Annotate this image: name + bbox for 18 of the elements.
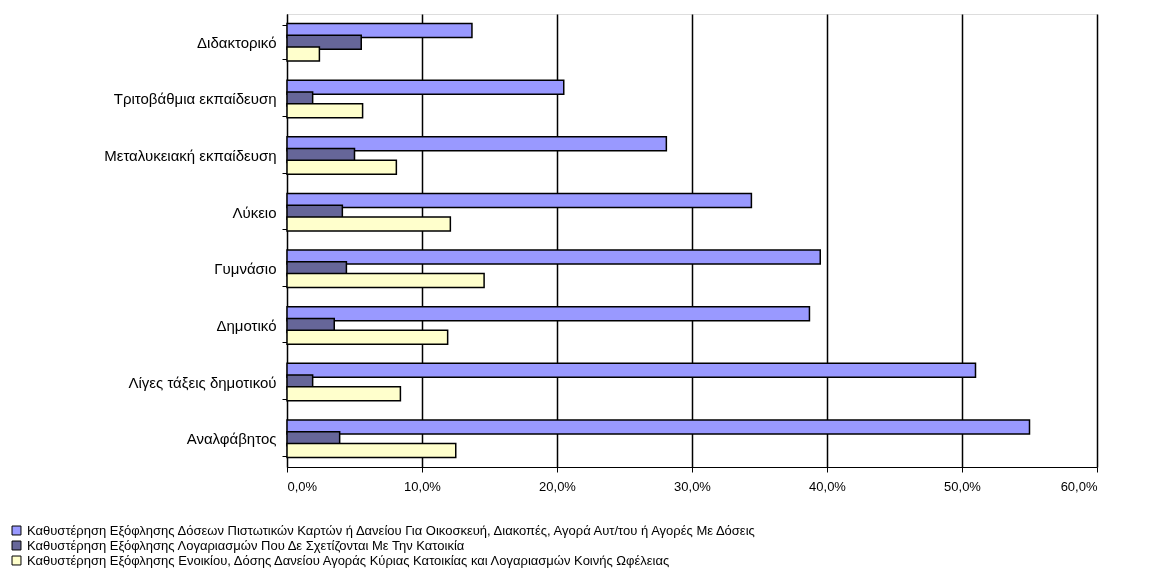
legend-label: Καθυστέρηση Εξόφλησης Ενοικίου, Δόσης Δανείου Αγοράς Κύριας Κατοικίας και Λογαριασμών Κοινής Ωφέλειας: [27, 552, 670, 568]
legend-label: Καθυστέρηση Εξόφλησης Δόσεων Πιστωτικών Καρτών ή Δανείου Για Οικοσκευή, Διακοπές, Αγορά Αυτ/του ή Αγορές Με Δόσεις: [27, 522, 755, 538]
x-tick-label: 30,0%: [674, 478, 712, 494]
x-tick-label: 20,0%: [539, 478, 577, 494]
x-tick-label: 50,0%: [944, 478, 982, 494]
y-tick-label: Λύκειο: [232, 203, 277, 221]
x-tick-label: 10,0%: [404, 478, 442, 494]
y-tick-label: Αναλφάβητος: [186, 430, 277, 448]
legend-label: Καθυστέρηση Εξόφλησης Λογαριασμών Που Δε Σχετίζονται Με Την Κατοικία: [27, 537, 465, 553]
x-tick-label: 40,0%: [809, 478, 847, 494]
x-tick-label: 60,0%: [1060, 478, 1098, 494]
y-tick-label: Διδακτορικό: [197, 33, 277, 51]
y-tick-label: Δημοτικό: [216, 316, 277, 334]
y-tick-label: Τριτοβάθμια εκπαίδευση: [113, 90, 277, 108]
x-tick-label: 0,0%: [287, 478, 318, 494]
y-tick-label: Μεταλυκειακή εκπαίδευση: [104, 147, 277, 165]
y-tick-label: Γυμνάσιο: [214, 260, 277, 278]
y-tick-label: Λίγες τάξεις δημοτικού: [128, 373, 277, 391]
